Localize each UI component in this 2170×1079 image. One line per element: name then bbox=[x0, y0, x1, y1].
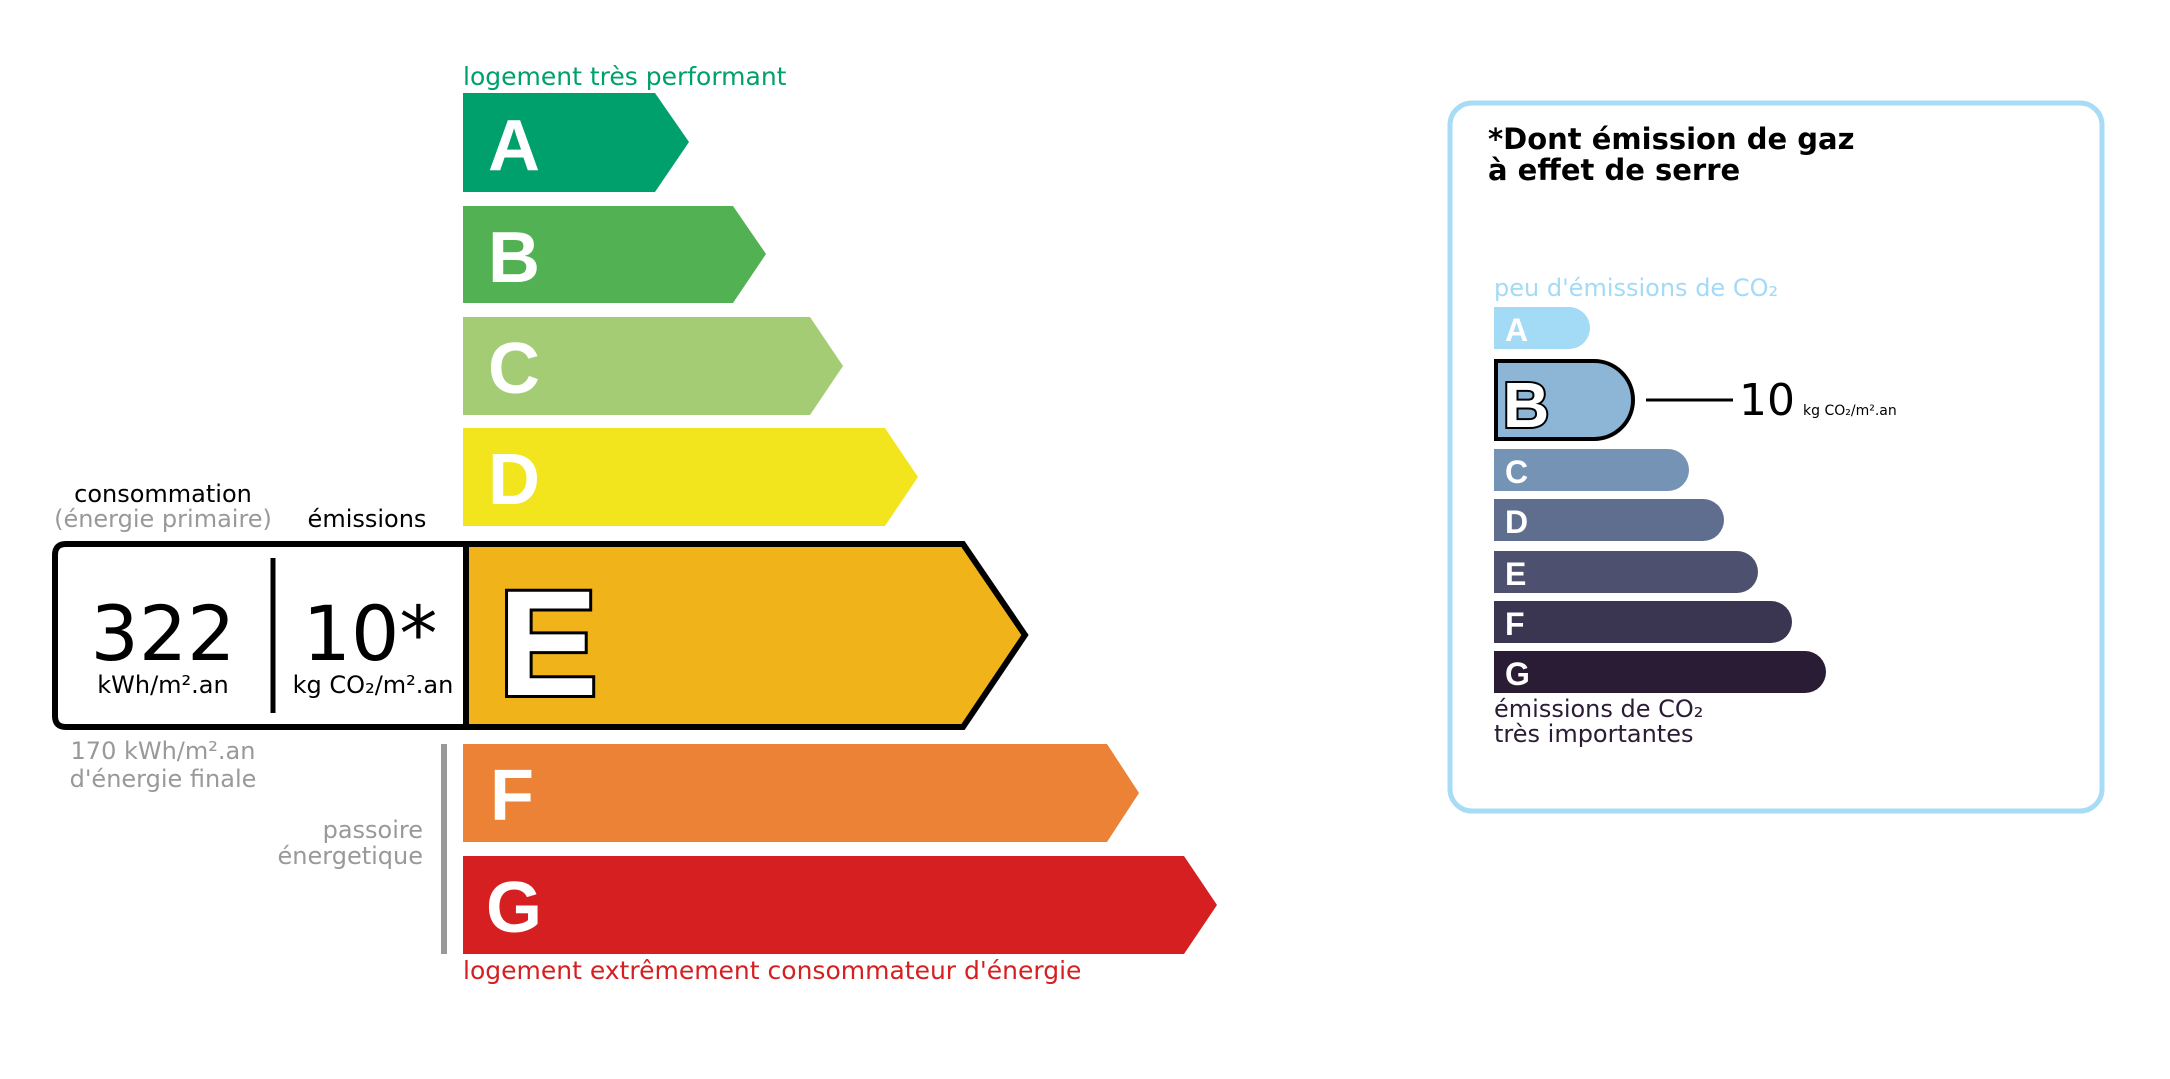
energy-bar-a bbox=[463, 93, 689, 192]
ges-unit: kg CO₂/m².an bbox=[1803, 403, 1897, 419]
energy-bottom-label: logement extrêmement consommateur d'éner… bbox=[463, 956, 1081, 985]
ges-bar-a bbox=[1494, 307, 1590, 349]
emissions-value: 10* bbox=[303, 589, 438, 678]
energy-letter-e: E bbox=[498, 559, 598, 727]
emissions-unit: kg CO₂/m².an bbox=[293, 671, 454, 699]
ges-top-label: peu d'émissions de CO₂ bbox=[1494, 274, 1778, 302]
energy-letter-a: A bbox=[488, 106, 540, 186]
ges-letter-e: E bbox=[1505, 556, 1526, 592]
ges-bottom-label-1: émissions de CO₂ bbox=[1494, 695, 1703, 723]
ges-letter-a: A bbox=[1505, 312, 1528, 348]
energy-letter-c: C bbox=[488, 329, 540, 409]
ges-letter-f: F bbox=[1505, 606, 1525, 642]
energy-bar-c bbox=[463, 317, 843, 415]
ges-bar-b bbox=[1494, 359, 1635, 441]
energy-letter-f: F bbox=[490, 756, 534, 836]
ges-title-2: à effet de serre bbox=[1488, 153, 1740, 187]
current-class-box bbox=[52, 541, 469, 730]
energy-letter-b: B bbox=[488, 218, 540, 298]
energy-bar-g bbox=[463, 856, 1217, 954]
ges-title-1: *Dont émission de gaz bbox=[1488, 122, 1854, 156]
ges-bottom-label-2: très importantes bbox=[1494, 720, 1694, 748]
energy-bar-f bbox=[463, 744, 1139, 842]
energy-letter-d: D bbox=[488, 440, 540, 520]
ges-bar-d bbox=[1494, 499, 1724, 541]
energy-top-label: logement très performant bbox=[463, 62, 787, 91]
ges-bar-g bbox=[1494, 651, 1826, 693]
consumption-sub-label: (énergie primaire) bbox=[54, 505, 272, 533]
energy-bar-b bbox=[463, 206, 766, 303]
ges-bar-e bbox=[1494, 551, 1758, 593]
passoire-bracket bbox=[441, 744, 447, 954]
consumption-unit: kWh/m².an bbox=[97, 671, 228, 699]
energy-letter-g: G bbox=[486, 868, 542, 948]
ges-bar-f bbox=[1494, 601, 1792, 643]
energy-bar-e bbox=[463, 541, 1029, 730]
consumption-value: 322 bbox=[90, 589, 235, 678]
ges-letter-b: B bbox=[1503, 369, 1549, 441]
final-energy-label: d'énergie finale bbox=[70, 765, 257, 793]
consumption-label: consommation bbox=[74, 480, 252, 508]
ges-bar-c bbox=[1494, 449, 1689, 491]
passoire-label-1: passoire bbox=[323, 816, 423, 844]
ges-letter-g: G bbox=[1505, 656, 1530, 692]
final-energy-value: 170 kWh/m².an bbox=[71, 737, 256, 765]
ges-letter-d: D bbox=[1505, 504, 1528, 540]
ges-value: 10 bbox=[1739, 375, 1795, 426]
passoire-label-2: énergetique bbox=[278, 842, 423, 870]
emissions-label: émissions bbox=[308, 505, 427, 533]
energy-bar-d bbox=[463, 428, 918, 526]
ges-letter-c: C bbox=[1505, 454, 1528, 490]
